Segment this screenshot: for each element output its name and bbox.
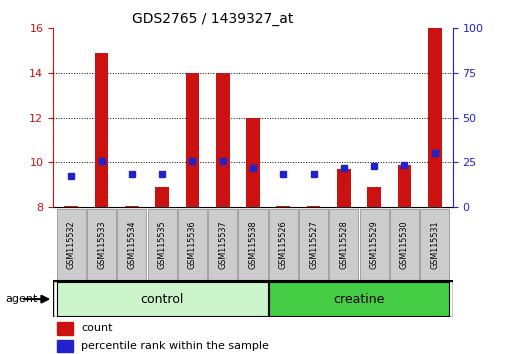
Text: control: control <box>140 293 183 306</box>
Text: agent: agent <box>5 294 37 304</box>
Text: GSM115531: GSM115531 <box>429 220 438 269</box>
Text: GSM115534: GSM115534 <box>127 220 136 269</box>
Text: GSM115530: GSM115530 <box>399 220 408 269</box>
Bar <box>276 206 289 207</box>
Bar <box>397 165 411 207</box>
Bar <box>185 73 199 207</box>
Text: GDS2765 / 1439327_at: GDS2765 / 1439327_at <box>132 12 292 27</box>
FancyBboxPatch shape <box>87 209 116 280</box>
FancyBboxPatch shape <box>208 209 237 280</box>
FancyBboxPatch shape <box>359 209 388 280</box>
Bar <box>64 206 78 207</box>
Bar <box>155 187 169 207</box>
FancyBboxPatch shape <box>389 209 418 280</box>
Text: percentile rank within the sample: percentile rank within the sample <box>81 341 269 351</box>
Bar <box>94 53 108 207</box>
FancyBboxPatch shape <box>238 209 267 280</box>
FancyBboxPatch shape <box>178 209 207 280</box>
Text: GSM115529: GSM115529 <box>369 220 378 269</box>
FancyBboxPatch shape <box>117 209 146 280</box>
Bar <box>57 340 73 352</box>
FancyBboxPatch shape <box>147 209 176 280</box>
Text: GSM115536: GSM115536 <box>187 220 196 269</box>
Bar <box>57 322 73 335</box>
FancyBboxPatch shape <box>268 209 297 280</box>
Bar <box>125 206 138 207</box>
Bar <box>427 28 441 207</box>
Text: GSM115532: GSM115532 <box>67 220 76 269</box>
Text: count: count <box>81 323 113 333</box>
FancyBboxPatch shape <box>298 209 327 280</box>
FancyBboxPatch shape <box>57 209 86 280</box>
Text: GSM115535: GSM115535 <box>158 220 166 269</box>
FancyBboxPatch shape <box>329 209 358 280</box>
Bar <box>306 206 320 207</box>
FancyBboxPatch shape <box>268 282 448 316</box>
Bar <box>216 73 229 207</box>
Text: GSM115537: GSM115537 <box>218 220 227 269</box>
Text: GSM115527: GSM115527 <box>309 220 318 269</box>
Bar <box>367 187 380 207</box>
FancyBboxPatch shape <box>419 209 448 280</box>
Bar <box>246 118 259 207</box>
FancyBboxPatch shape <box>57 282 267 316</box>
Text: creatine: creatine <box>333 293 384 306</box>
Bar <box>336 169 350 207</box>
Text: GSM115533: GSM115533 <box>97 220 106 269</box>
Text: GSM115528: GSM115528 <box>339 220 347 269</box>
Text: GSM115526: GSM115526 <box>278 220 287 269</box>
FancyBboxPatch shape <box>53 281 452 317</box>
Text: GSM115538: GSM115538 <box>248 220 257 269</box>
